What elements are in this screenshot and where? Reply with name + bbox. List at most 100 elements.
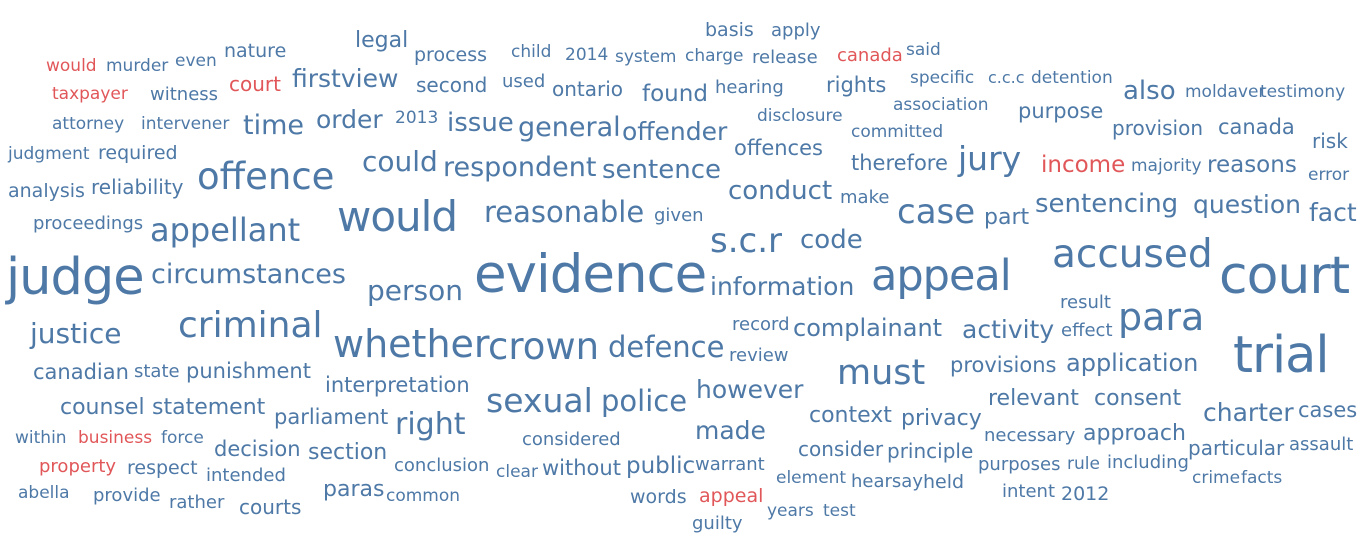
word: canadian [33, 360, 129, 384]
word: within [15, 428, 67, 448]
word: offender [622, 117, 728, 146]
word: facts [1241, 468, 1283, 488]
word: order [316, 105, 383, 134]
word: trial [1233, 326, 1330, 385]
word: offence [197, 155, 335, 198]
word: even [175, 51, 217, 71]
word: property [39, 456, 117, 477]
word: c.c.c [988, 68, 1025, 87]
word: approach [1083, 421, 1186, 446]
word: rather [169, 492, 225, 513]
word: disclosure [757, 106, 843, 126]
word: test [823, 501, 856, 521]
word: system [615, 47, 677, 67]
word: defence [608, 330, 725, 364]
word: reasons [1207, 152, 1297, 178]
word: respect [127, 457, 198, 479]
word: nature [224, 40, 287, 62]
word: hearsay [851, 471, 923, 492]
word: element [776, 468, 847, 488]
word: ontario [552, 77, 624, 101]
word: majority [1131, 156, 1202, 176]
word: considered [522, 429, 621, 450]
word: time [243, 110, 305, 141]
word: attorney [52, 114, 125, 134]
word: question [1193, 190, 1302, 219]
word: state [134, 361, 180, 382]
word: sentence [602, 155, 721, 185]
word: result [1060, 292, 1111, 313]
word: crown [488, 325, 600, 368]
word: offences [734, 136, 823, 160]
word: statement [152, 395, 266, 420]
word: income [1041, 152, 1126, 178]
word: provisions [950, 353, 1057, 377]
word: para [1118, 295, 1205, 339]
word: firstview [292, 64, 399, 93]
word: criminal [178, 305, 323, 346]
word: right [395, 407, 466, 442]
word: respondent [443, 152, 597, 183]
word: paras [323, 477, 385, 502]
word: risk [1312, 129, 1348, 153]
word: appeal [699, 485, 764, 507]
word: information [710, 272, 855, 301]
word: words [630, 486, 687, 508]
word: fact [1309, 198, 1357, 227]
word: detention [1031, 68, 1113, 88]
word: application [1066, 349, 1199, 377]
word: context [809, 403, 892, 428]
word: proceedings [33, 213, 144, 234]
word: hearing [715, 77, 784, 98]
word: record [732, 314, 790, 335]
word: effect [1061, 320, 1113, 341]
word: taxpayer [52, 84, 128, 104]
word: judge [6, 248, 145, 307]
word: child [511, 42, 552, 62]
word: apply [771, 20, 821, 41]
word: general [518, 112, 621, 143]
word: public [626, 453, 696, 479]
word: sexual [486, 381, 593, 420]
word: canada [1218, 115, 1295, 139]
word: jury [958, 139, 1022, 178]
word: would [337, 192, 458, 241]
word: legal [355, 28, 409, 53]
word: warrant [695, 454, 765, 475]
word: crime [1192, 468, 1241, 488]
word: 2013 [395, 108, 439, 128]
word: whether [333, 322, 490, 366]
word: police [601, 384, 688, 418]
word: years [767, 501, 814, 521]
word: decision [214, 437, 301, 461]
word: cases [1298, 398, 1358, 422]
word: guilty [692, 513, 743, 534]
word: charter [1203, 398, 1294, 427]
word: force [161, 428, 204, 448]
word: business [78, 428, 153, 448]
word: therefore [851, 151, 948, 175]
word: used [502, 71, 546, 92]
word: court [229, 72, 281, 96]
word: murder [106, 56, 169, 76]
word: would [46, 56, 97, 76]
word: including [1107, 452, 1189, 473]
word: section [308, 440, 388, 465]
word: canada [837, 45, 903, 66]
word: without [542, 456, 621, 480]
word: association [893, 95, 989, 115]
word: committed [851, 122, 944, 142]
word: appeal [871, 251, 1012, 301]
word: held [923, 471, 965, 493]
word: rights [826, 73, 887, 97]
word: process [414, 44, 488, 66]
word: activity [962, 315, 1055, 344]
word: however [696, 375, 804, 404]
word: conclusion [394, 455, 490, 476]
word: witness [150, 84, 219, 105]
word: reasonable [484, 195, 645, 229]
word: case [897, 192, 976, 232]
word: evidence [474, 244, 707, 305]
word: counsel [60, 395, 145, 420]
word: consider [798, 437, 884, 461]
